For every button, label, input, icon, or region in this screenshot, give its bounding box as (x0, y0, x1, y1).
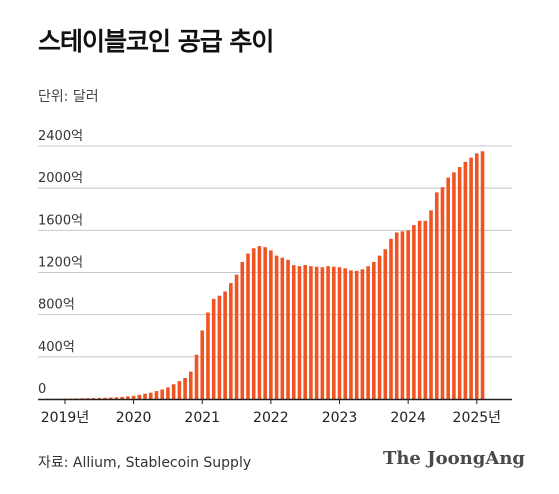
bar (314, 266, 319, 399)
x-tick-label: 2022 (253, 410, 289, 426)
bar (360, 269, 365, 399)
bar (280, 257, 285, 399)
bar (246, 253, 250, 399)
bar (394, 232, 399, 399)
bar (223, 291, 227, 399)
y-tick-label: 2400억 (38, 129, 83, 144)
bar (183, 377, 187, 399)
x-tick-label: 2020 (116, 410, 152, 426)
bar (452, 172, 456, 399)
bar (86, 398, 90, 399)
bar (229, 283, 233, 399)
bar (297, 266, 302, 399)
bar (286, 259, 290, 399)
bar (406, 230, 410, 399)
y-tick-label: 400억 (38, 340, 75, 355)
bar (480, 151, 485, 399)
bar (463, 161, 468, 399)
bar (377, 255, 382, 399)
bar (189, 371, 193, 399)
bar (114, 397, 119, 399)
x-tick-label: 2025년 (453, 410, 502, 426)
bar (80, 398, 84, 399)
y-tick-label: 800억 (38, 298, 75, 313)
bar (291, 265, 296, 399)
bar (332, 266, 336, 399)
publisher-logo: The JoongAng (382, 448, 525, 469)
axes: 0 400억 800억 1200억 1600억 2000억 2400억 2019년 2020 20… (38, 129, 512, 426)
bar (154, 391, 159, 399)
bar (206, 312, 210, 399)
bar (171, 384, 176, 399)
bar (389, 238, 393, 399)
bar (469, 157, 473, 399)
bar (400, 231, 405, 399)
y-tick-label: 2000억 (38, 171, 83, 186)
bar (97, 397, 102, 399)
bar (320, 267, 325, 399)
bar (137, 394, 142, 399)
bar (417, 220, 422, 399)
bar (303, 265, 307, 399)
bar (309, 266, 313, 399)
y-tick-label: 1600억 (38, 213, 83, 228)
bar (429, 210, 433, 399)
bar (366, 266, 370, 399)
bar (257, 246, 262, 399)
bar (434, 192, 439, 399)
bar (74, 398, 79, 399)
bar (108, 397, 113, 399)
bar (263, 247, 267, 399)
bar (240, 261, 245, 399)
bar (91, 398, 96, 399)
bar (337, 267, 342, 399)
bar (440, 187, 445, 399)
bar (166, 387, 170, 399)
bar (349, 270, 353, 399)
bar (120, 396, 124, 399)
bar (131, 395, 136, 399)
bar (126, 396, 130, 399)
x-tick-label: 2021 (184, 410, 220, 426)
y-tick-label: 1200억 (38, 256, 83, 271)
bar (234, 274, 239, 399)
bar (412, 225, 416, 399)
bar (354, 270, 359, 399)
bar (217, 295, 222, 399)
x-tick-label: 2023 (322, 410, 358, 426)
source-note: 자료: Allium, Stablecoin Supply (38, 455, 252, 471)
bar (194, 354, 199, 399)
bar (274, 255, 279, 399)
bar (343, 268, 348, 399)
bar (103, 397, 107, 399)
unit-label: 단위: 달러 (38, 89, 99, 105)
bar (200, 330, 205, 399)
chart-title: 스테이블코인 공급 추이 (38, 27, 274, 56)
bar (326, 266, 330, 399)
bar (148, 392, 153, 399)
bar (457, 167, 462, 399)
bar (475, 153, 479, 399)
x-tick-label: 2024 (390, 410, 426, 426)
bar (372, 261, 376, 399)
y-tick-label: 0 (38, 382, 46, 397)
bars (46, 151, 485, 400)
bar (160, 389, 164, 399)
bar (143, 393, 147, 399)
x-tick-label: 2019년 (41, 410, 90, 426)
bar (177, 381, 182, 399)
bar (383, 249, 388, 399)
bar (251, 248, 256, 399)
bar (423, 220, 428, 399)
bar (211, 298, 216, 399)
bar (269, 250, 273, 399)
bar (446, 177, 450, 399)
